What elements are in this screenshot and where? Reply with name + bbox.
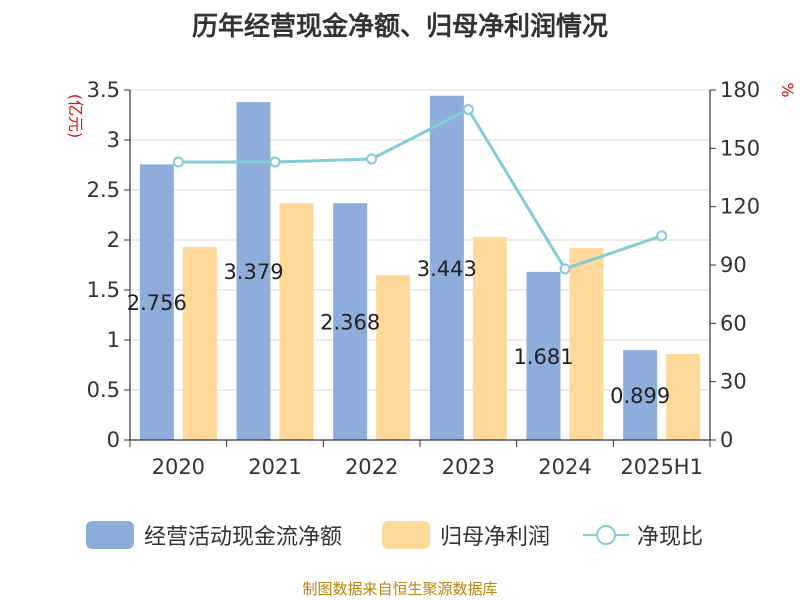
legend-item-cash[interactable]: 经营活动现金流净额: [86, 515, 342, 555]
ratio-point: [172, 156, 184, 168]
x-tick-label: 2020: [152, 455, 205, 479]
source-note: 制图数据来自恒生聚源数据库: [302, 580, 498, 598]
legend-swatch-profit: [382, 521, 430, 549]
y-right-tick-label: 30: [720, 370, 747, 394]
bar-profit: [666, 354, 701, 440]
y-left-tick-label: 2.5: [87, 178, 120, 202]
legend-label-ratio: 净现比: [637, 525, 704, 550]
legend: 经营活动现金流净额 归母净利润 净现比: [0, 515, 800, 555]
x-tick-label: 2021: [248, 455, 301, 479]
line-layer: [172, 103, 668, 275]
data-label-cash: 3.443: [417, 257, 477, 281]
legend-item-ratio[interactable]: 净现比: [583, 515, 703, 555]
data-label-cash: 2.756: [127, 291, 187, 315]
x-tick-label: 2023: [442, 455, 495, 479]
chart-canvas: 0 0.5 1 1.5 2 2.5 3 3.5 0 30 60 90 120 150 180 (亿元)% 202…: [66, 78, 797, 479]
x-tick-label: 2025H1: [620, 455, 703, 479]
y-right-tick-label: 90: [720, 253, 747, 277]
y-left-unit: (亿元): [66, 94, 85, 139]
y-left-tick-label: 3: [107, 128, 120, 152]
y-left-tick-label: 0: [107, 428, 120, 452]
data-label-cash: 3.379: [223, 260, 283, 284]
ratio-point: [269, 156, 281, 168]
y-right-tick-label: 150: [720, 136, 760, 160]
bar-cash: [333, 203, 368, 440]
legend-swatch-cash: [86, 521, 134, 549]
y-right-tick-label: 60: [720, 311, 747, 335]
legend-label-cash: 经营活动现金流净额: [144, 525, 343, 550]
label-layer: 2.756 3.379 2.368 3.443 1.681 0.899: [127, 257, 670, 408]
bar-cash: [139, 164, 174, 440]
y-right-tick-label: 120: [720, 195, 760, 219]
ratio-point: [656, 230, 668, 242]
bar-cash: [429, 95, 464, 440]
x-tick-label: 2024: [538, 455, 591, 479]
grid-layer: [130, 89, 710, 391]
y-right-tick-label: 0: [720, 428, 733, 452]
data-label-cash: 1.681: [513, 345, 573, 369]
legend-line-ratio-icon: [583, 521, 629, 549]
data-label-cash: 2.368: [320, 311, 380, 335]
y-right-unit: %: [778, 82, 797, 97]
bar-profit: [376, 275, 411, 440]
legend-label-profit: 归母净利润: [440, 525, 551, 550]
chart-title: 历年经营现金净额、归母净利润情况: [191, 12, 608, 42]
data-label-cash: 0.899: [610, 384, 670, 408]
bar-profit: [569, 248, 604, 440]
bar-layer: [139, 95, 701, 440]
ratio-point: [366, 153, 378, 165]
ratio-point: [462, 103, 474, 115]
bar-cash: [623, 350, 658, 440]
bar-profit: [182, 247, 217, 440]
ratio-point: [559, 263, 571, 275]
y-left-tick-label: 1: [107, 328, 120, 352]
legend-item-profit[interactable]: 归母净利润: [382, 515, 550, 555]
bar-profit: [279, 203, 314, 440]
bar-cash: [236, 102, 271, 440]
axis-layer: 0 0.5 1 1.5 2 2.5 3 3.5 0 30 60 90 120 150 180 (亿元)% 202…: [66, 78, 797, 479]
y-left-tick-label: 0.5: [87, 378, 120, 402]
x-tick-label: 2022: [345, 455, 398, 479]
y-right-tick-label: 180: [720, 78, 760, 102]
bar-cash: [526, 271, 561, 440]
y-left-tick-label: 1.5: [87, 278, 120, 302]
ratio-line: [178, 107, 663, 271]
y-left-tick-label: 2: [107, 228, 120, 252]
bar-profit: [472, 237, 507, 440]
y-left-tick-label: 3.5: [87, 78, 120, 102]
